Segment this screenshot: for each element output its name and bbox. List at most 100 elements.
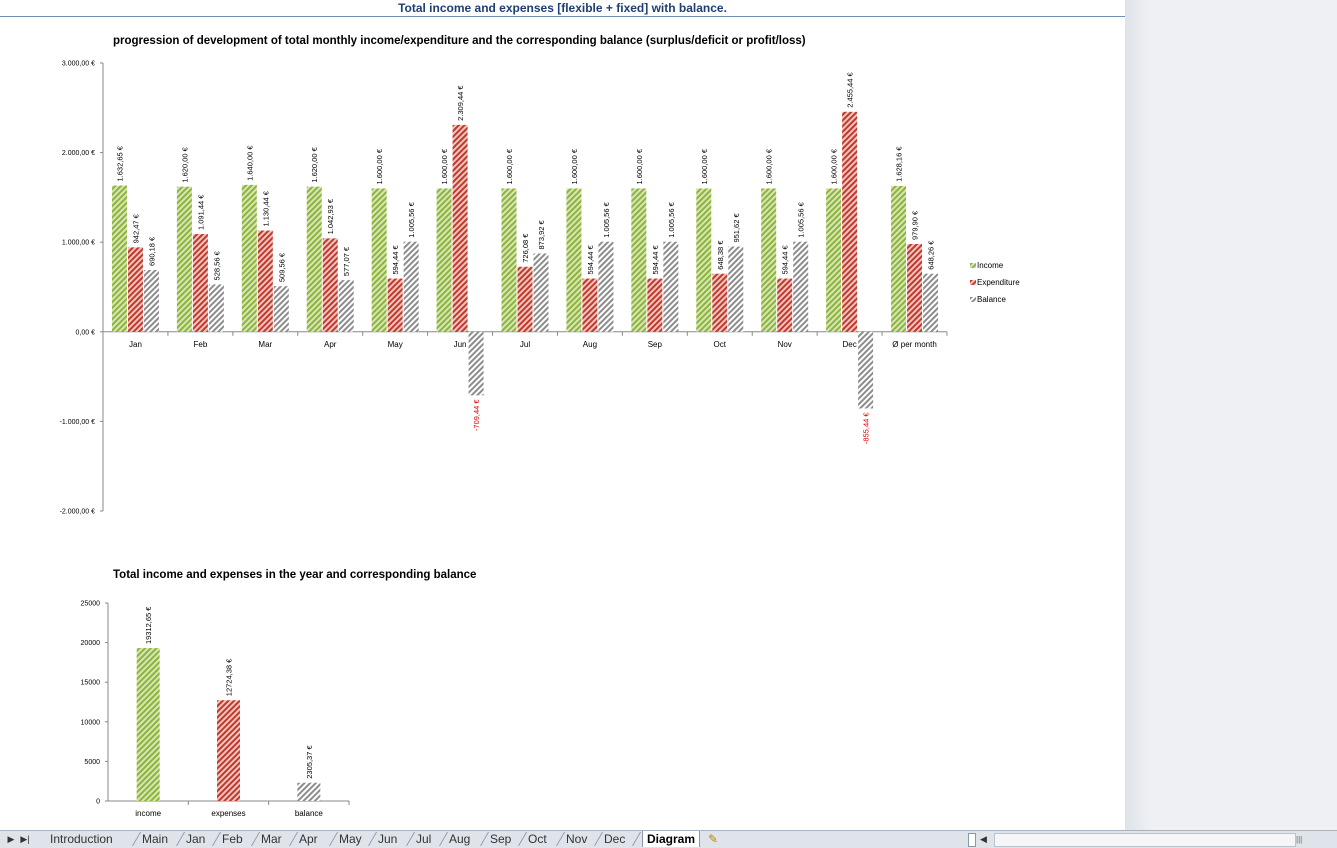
sheet-tab-feb[interactable]: Feb <box>222 832 243 846</box>
sheet-tab-mar[interactable]: Mar <box>261 832 282 846</box>
bar-balance <box>858 331 874 409</box>
x-category-label: Jan <box>129 340 142 349</box>
data-label-income: 1.600,00 € <box>440 148 449 184</box>
data-label-balance: 1.005,56 € <box>797 201 806 237</box>
data-label-balance: 528,56 € <box>212 250 221 280</box>
bar-expenditure <box>647 278 663 332</box>
sheet-tab-jan[interactable]: Jan <box>186 832 206 846</box>
data-label-expenditure: 2.309,44 € <box>456 85 465 121</box>
sheet-tab-nov[interactable]: Nov <box>566 832 588 846</box>
tab-split-handle[interactable] <box>968 833 976 847</box>
scrollbar-grip-icon: ||| <box>1296 835 1303 844</box>
data-label-balance: 577,07 € <box>342 246 351 276</box>
legend-swatch-expenditure <box>970 280 976 285</box>
sheet-tab-sep[interactable]: Sep <box>490 832 512 846</box>
horizontal-scrollbar[interactable]: ◀ ||| <box>980 833 1337 847</box>
tab-separator <box>367 832 378 846</box>
scroll-left-icon[interactable]: ◀ <box>980 834 987 844</box>
data-label-expenditure: 594,44 € <box>586 245 595 275</box>
data-label-balance: 690,18 € <box>147 236 156 266</box>
bar-balance <box>403 241 419 332</box>
data-label-income: 1.600,00 € <box>505 148 514 184</box>
data-label-expenditure: 1.042,93 € <box>326 198 335 234</box>
bar-expenditure <box>517 266 533 332</box>
data-label-income: 1.620,00 € <box>180 146 189 182</box>
bar-income <box>631 188 647 332</box>
bar-expenditure <box>322 238 338 332</box>
data-label-balance: 1.005,56 € <box>667 201 676 237</box>
bar-balance <box>598 241 614 332</box>
bar-income <box>566 188 582 332</box>
data-label-expenditure: 1.091,44 € <box>196 194 205 230</box>
data-label-balance: 648,26 € <box>927 240 936 270</box>
bar-expenditure <box>452 124 468 332</box>
sheet-banner-title: Total income and expenses [flexible + fi… <box>0 0 1125 17</box>
bar-expenditure <box>842 111 858 332</box>
sheet-tab-jun[interactable]: Jun <box>378 832 398 846</box>
x-category-label: Mar <box>258 340 272 349</box>
x-category-label: Jun <box>454 340 467 349</box>
bar-expenditure <box>777 278 793 332</box>
monthly-bar-chart: progression of development of total mont… <box>60 35 1021 516</box>
x-category-label: Oct <box>714 340 727 349</box>
bar-expenditure <box>582 278 598 332</box>
bar-income <box>761 188 777 332</box>
data-label-income: 1.632,65 € <box>115 145 124 181</box>
nav-last-icon[interactable]: ▶| <box>20 834 30 844</box>
sheet-tab-jul[interactable]: Jul <box>416 832 432 846</box>
sheet-tab-may[interactable]: May <box>339 832 362 846</box>
y-tick-label: 3.000,00 € <box>62 61 95 68</box>
x-category-label: May <box>388 340 403 349</box>
data-label-balance: -709,44 € <box>472 399 481 432</box>
sheet-tab-apr[interactable]: Apr <box>299 832 318 846</box>
sheet-tab-introduction[interactable]: Introduction <box>50 832 113 846</box>
data-label-income: 1.600,00 € <box>830 148 839 184</box>
data-label-income: 1.600,00 € <box>765 148 774 184</box>
data-label-balance: 951,62 € <box>732 213 741 243</box>
scrollbar-thumb[interactable] <box>994 833 1296 847</box>
data-label-expenditure: 1.130,44 € <box>261 190 270 226</box>
y-tick-label: 2.000,00 € <box>62 150 95 157</box>
sheet-tab-main[interactable]: Main <box>142 832 169 846</box>
tab-separator <box>517 832 528 846</box>
sheet-tab-dec[interactable]: Dec <box>604 832 626 846</box>
bar-balance <box>533 253 549 332</box>
bar-expenditure <box>127 247 143 332</box>
tab-separator <box>211 832 222 846</box>
bar-balance <box>728 246 744 332</box>
y-tick-label: -1.000,00 € <box>60 419 96 426</box>
data-label-income: 1.600,00 € <box>570 148 579 184</box>
x-category-label: Jul <box>520 340 530 349</box>
data-label-income: 1.620,00 € <box>310 146 319 182</box>
empty-area-beyond-sheet <box>1125 0 1337 830</box>
bar-balance <box>273 286 289 332</box>
bar-balance <box>143 269 159 332</box>
data-label-income: 1.628,16 € <box>895 146 904 182</box>
legend-swatch-income <box>970 263 976 268</box>
x-category-label: Sep <box>648 340 663 349</box>
insert-sheet-icon[interactable]: ✎ <box>708 832 719 846</box>
x-category-label: Feb <box>193 340 207 349</box>
bar-income <box>501 188 517 332</box>
x-category-label: Dec <box>842 340 856 349</box>
chart-1-title: progression of development of total mont… <box>113 35 806 47</box>
data-label-income: 1.640,00 € <box>245 145 254 181</box>
x-category-label: Ø per month <box>892 340 936 349</box>
nav-first-icon[interactable]: ▶ <box>7 834 15 844</box>
data-label-expenditure: 594,44 € <box>781 245 790 275</box>
bar-income <box>436 188 452 332</box>
sheet-tab-oct[interactable]: Oct <box>528 832 547 846</box>
data-label-balance: 1.005,56 € <box>602 201 611 237</box>
data-label-balance: 1.005,56 € <box>407 201 416 237</box>
data-label-income: 1.600,00 € <box>700 148 709 184</box>
sheet-tab-aug[interactable]: Aug <box>449 832 471 846</box>
tab-separator <box>405 832 416 846</box>
tab-separator <box>288 832 299 846</box>
sheet-tab-diagram[interactable]: Diagram <box>642 831 701 847</box>
data-label-expenditure: 942,47 € <box>131 213 140 243</box>
bar-balance <box>663 241 679 332</box>
bar-income <box>241 184 257 332</box>
data-label-expenditure: 594,44 € <box>391 245 400 275</box>
data-label-expenditure: 979,90 € <box>911 210 920 240</box>
tab-separator <box>175 832 186 846</box>
